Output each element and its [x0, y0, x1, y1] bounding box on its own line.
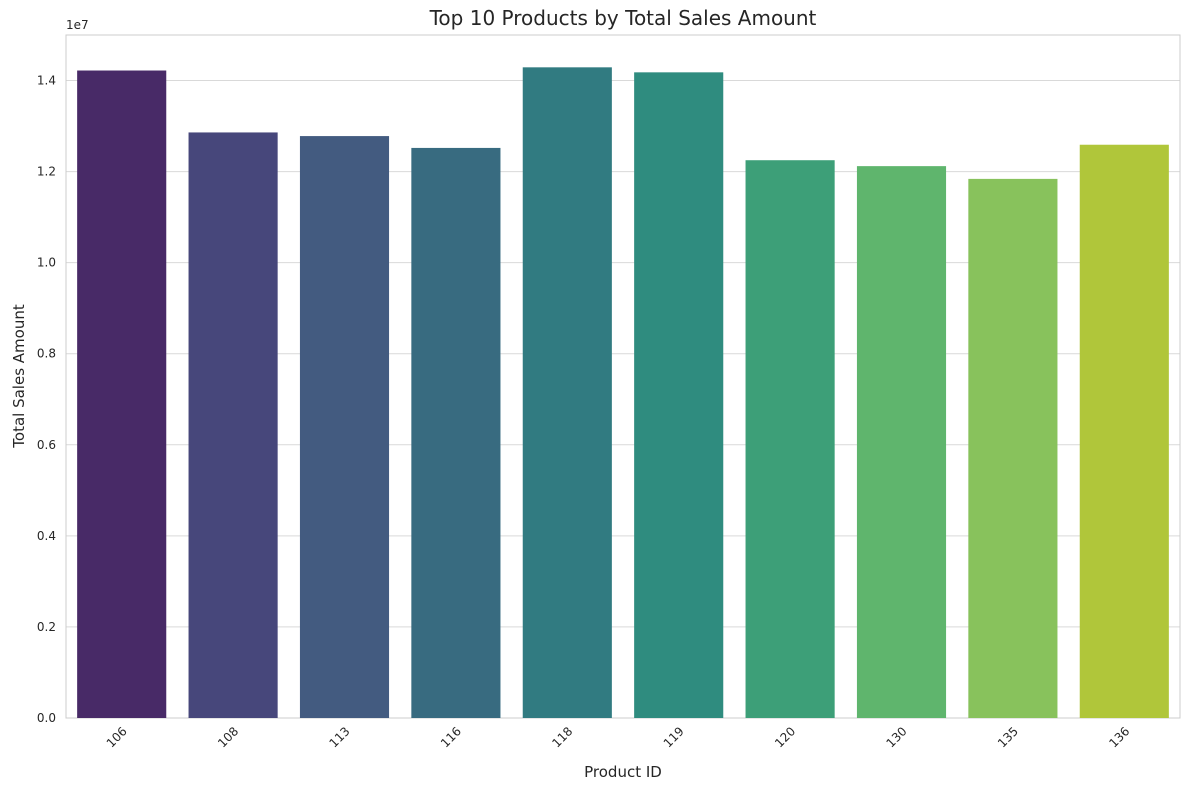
bar-116: [411, 147, 501, 718]
y-scale-offset-label: 1e7: [66, 18, 89, 32]
x-tick-label: 130: [884, 724, 910, 750]
bar-120: [745, 160, 835, 718]
x-tick-label: 106: [104, 724, 130, 750]
bar-108: [188, 132, 278, 718]
x-tick-labels: 106 108 113 116 118 119 120 130 135 136: [104, 724, 1133, 750]
bar-118: [522, 67, 612, 718]
x-tick-label: 108: [215, 724, 241, 750]
chart-title: Top 10 Products by Total Sales Amount: [429, 6, 817, 30]
bars: [77, 67, 1169, 719]
x-tick-label: 113: [327, 724, 353, 750]
y-tick-label: 1.0: [37, 256, 56, 270]
bar-130: [856, 166, 947, 719]
y-tick-label: 0.6: [37, 438, 56, 452]
y-tick-label: 0.0: [37, 711, 56, 725]
bar-136: [1079, 144, 1169, 718]
x-tick-label: 120: [772, 724, 798, 750]
plot-area-frame: [65, 34, 1181, 719]
y-tick-label: 1.2: [37, 165, 56, 179]
x-tick-label: 116: [438, 724, 464, 750]
y-tick-label: 1.4: [37, 74, 56, 88]
x-tick-label: 136: [1106, 724, 1132, 750]
y-tick-label: 0.4: [37, 529, 56, 543]
y-axis-label: Total Sales Amount: [10, 304, 28, 449]
x-tick-label: 119: [661, 724, 687, 750]
x-tick-label: 135: [995, 724, 1021, 750]
y-tick-label: 0.2: [37, 620, 56, 634]
y-tick-label: 0.8: [37, 347, 56, 361]
bar-119: [634, 72, 724, 718]
bar-113: [299, 136, 390, 719]
y-tick-labels: 0.0 0.2 0.4 0.6 0.8 1.0 1.2 1.4: [37, 74, 56, 725]
bar-106: [77, 70, 167, 719]
x-tick-label: 118: [549, 724, 575, 750]
x-axis-label: Product ID: [584, 763, 662, 781]
bar-135: [968, 178, 1058, 719]
